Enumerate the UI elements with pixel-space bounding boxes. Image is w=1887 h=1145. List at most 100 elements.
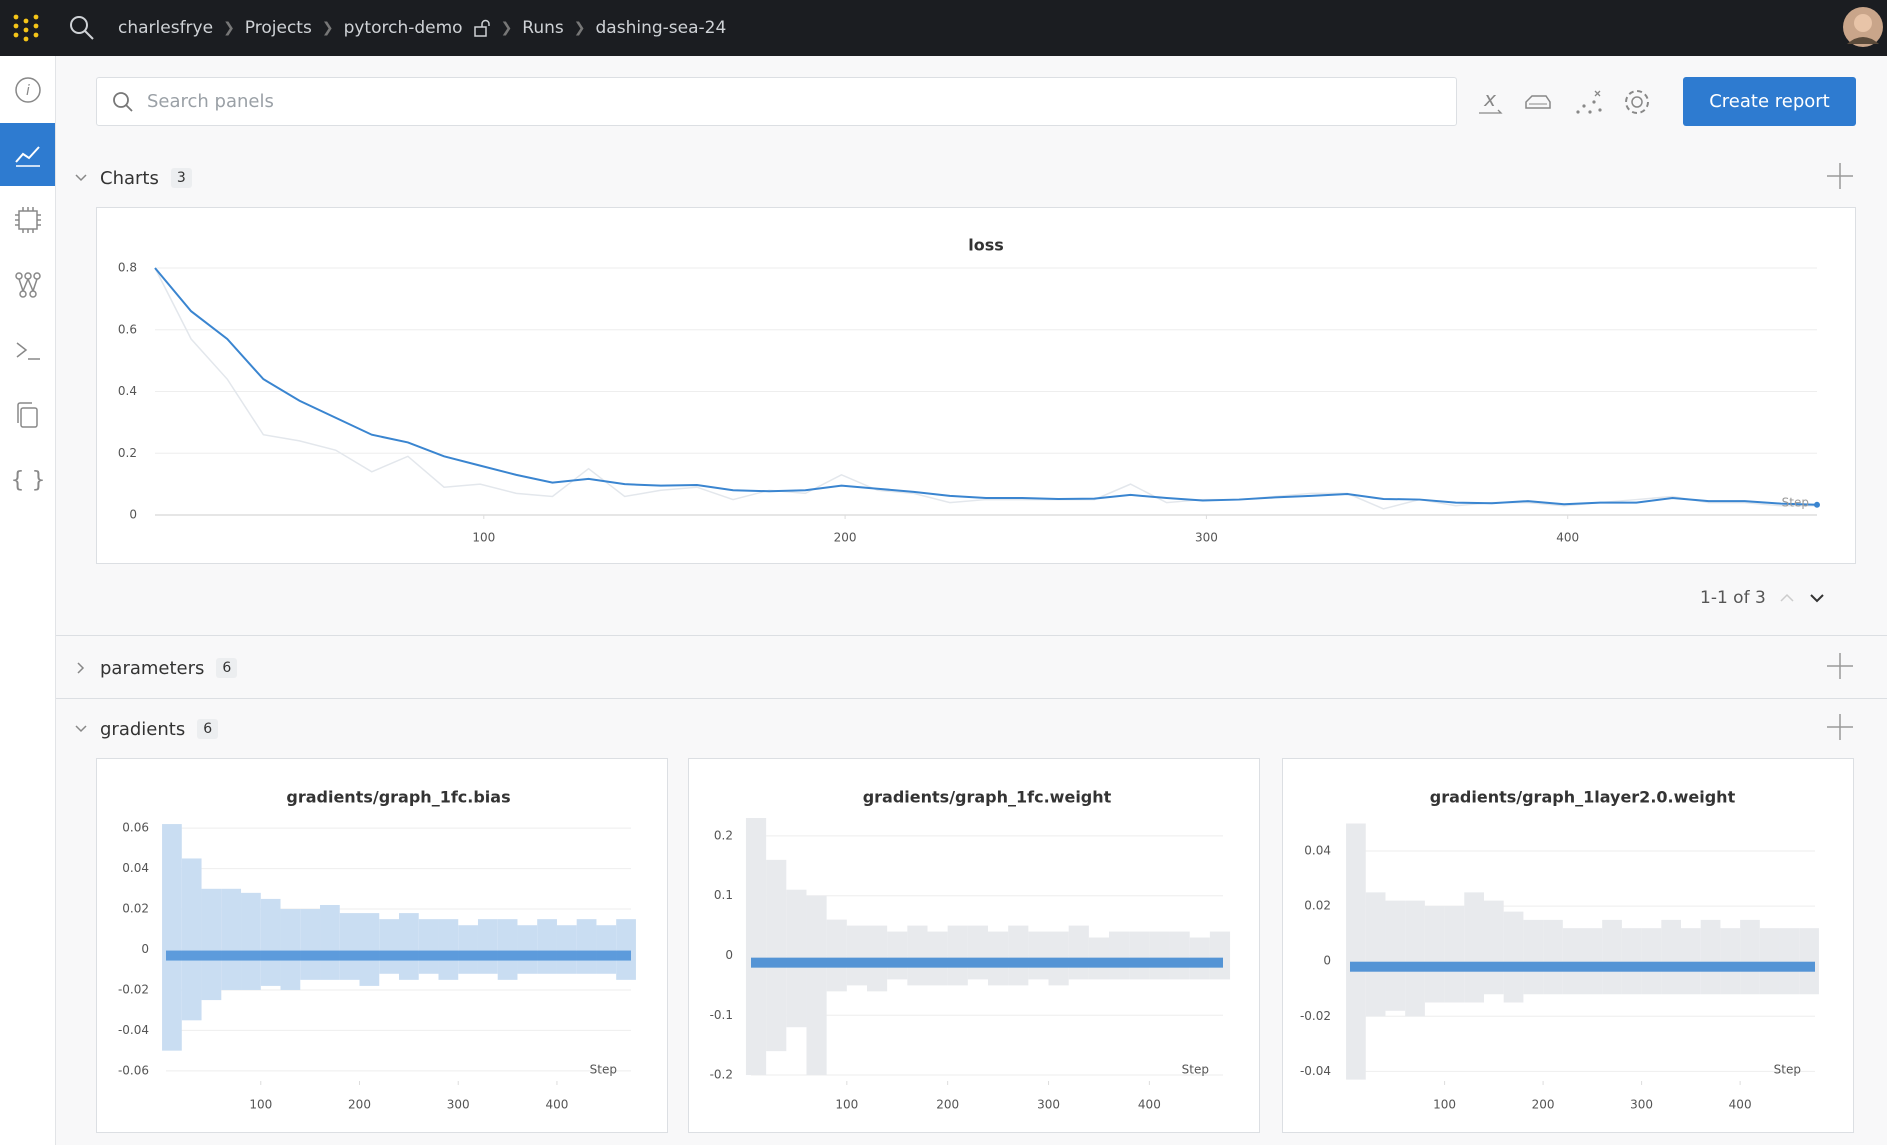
y-tick-label: 0.04	[122, 861, 149, 875]
logs-tab[interactable]	[0, 318, 55, 381]
lock-icon	[473, 19, 490, 37]
breadcrumb[interactable]: Runs	[522, 18, 564, 38]
histogram-column	[438, 919, 459, 980]
model-tab[interactable]	[0, 253, 55, 316]
section-header[interactable]: gradients 6	[74, 714, 219, 744]
histogram-column	[1129, 931, 1150, 980]
histogram-column	[745, 818, 767, 1076]
breadcrumb[interactable]: Projects	[244, 18, 312, 38]
chart-title: gradients/graph_1fc.weight	[863, 788, 1112, 807]
add-panel[interactable]	[1826, 162, 1854, 190]
histogram-column	[339, 913, 360, 980]
x-tick-label: 200	[348, 1098, 371, 1112]
histogram-column	[1779, 928, 1800, 995]
section-title: gradients	[100, 718, 186, 740]
separator: ❯	[500, 20, 513, 36]
chart: gradients/graph_1fc.bias -0.06 -0.04 -0.02 0…	[118, 788, 636, 1112]
breadcrumb[interactable]: pytorch-demo	[343, 18, 463, 38]
histogram-column	[1169, 931, 1190, 980]
histogram-column	[398, 913, 419, 980]
separator: ❯	[223, 20, 235, 36]
y-tick-label: -0.02	[1300, 1009, 1331, 1023]
section-header[interactable]: parameters 6	[74, 653, 238, 683]
histogram-column	[806, 895, 827, 1076]
create-report-button[interactable]: Create report	[1683, 77, 1856, 126]
y-tick-label: -0.04	[1300, 1064, 1331, 1078]
page-up[interactable]	[1778, 589, 1796, 607]
center-band	[1350, 961, 1815, 972]
logo	[13, 14, 39, 42]
section-title: parameters	[100, 657, 205, 679]
chart-title: gradients/graph_1fc.bias	[286, 788, 510, 807]
x-axis-label: Step	[1782, 495, 1809, 509]
histogram-column	[181, 858, 202, 1021]
breadcrumb[interactable]: charlesfrye	[118, 18, 214, 38]
x-tick-label: 200	[936, 1098, 959, 1112]
page-down[interactable]	[1808, 589, 1826, 607]
histogram-column	[1503, 911, 1524, 1003]
y-tick-label: -0.02	[118, 982, 149, 996]
histogram-column	[616, 919, 636, 980]
toolbar-icons[interactable]: x	[1476, 86, 1666, 118]
histogram-column	[967, 925, 989, 980]
top-bar: charlesfrye ❯ Projects ❯ pytorch-demo ❯ Ru…	[0, 0, 1887, 56]
section-count: 3	[170, 168, 192, 188]
x-tick-label: 100	[249, 1098, 272, 1112]
histogram-column	[241, 892, 261, 990]
section-header[interactable]: Charts 3	[74, 163, 192, 193]
histogram-column	[846, 925, 867, 986]
histogram-column	[1602, 919, 1622, 995]
svg-text:{ }: { }	[13, 468, 43, 493]
histogram-column	[1720, 928, 1741, 995]
chart-panel: gradients/graph_1layer2.0.weight -0.04 -0.…	[1282, 758, 1854, 1133]
add-panel[interactable]	[1826, 652, 1854, 680]
breadcrumb[interactable]: dashing-sea-24	[595, 18, 727, 38]
x-tick-label: 300	[447, 1098, 470, 1112]
histogram-column	[537, 919, 557, 974]
files-tab[interactable]	[0, 383, 55, 446]
histogram-column	[1068, 925, 1089, 980]
x-tick-label: 100	[472, 531, 495, 545]
chart-panel: gradients/graph_1fc.weight -0.2 -0.1 0 0.1 0.…	[688, 758, 1260, 1133]
add-panel[interactable]	[1826, 713, 1854, 741]
histogram-column	[1681, 928, 1701, 995]
charts-tab[interactable]	[0, 123, 55, 186]
histogram-column	[1759, 928, 1780, 995]
y-tick-label: 0.2	[118, 446, 137, 460]
histogram-column	[418, 919, 439, 974]
histogram-column	[477, 919, 498, 974]
search-box[interactable]: Search panels	[96, 77, 1457, 126]
artifacts-tab[interactable]: { }	[0, 448, 55, 511]
end-marker	[1814, 501, 1820, 508]
histogram-column	[458, 925, 478, 974]
histogram-column	[1464, 892, 1484, 1003]
histogram-column	[162, 824, 182, 1051]
x-tick-label: 200	[834, 531, 857, 545]
y-tick-label: 0	[725, 948, 733, 962]
info-tab[interactable]: i	[0, 58, 55, 121]
y-tick-label: 0.6	[118, 322, 137, 336]
search-icon[interactable]	[68, 14, 96, 42]
search-placeholder: Search panels	[147, 91, 274, 112]
divider	[56, 635, 1887, 636]
avatar[interactable]	[1842, 6, 1884, 48]
system-tab[interactable]	[0, 188, 55, 251]
histogram-column	[1799, 928, 1819, 995]
histogram-column	[379, 919, 399, 974]
x-tick-label: 400	[1556, 531, 1579, 545]
chart-title: loss	[968, 236, 1004, 255]
svg-text:x: x	[1483, 87, 1496, 111]
center-band	[166, 950, 631, 961]
histogram-column	[1028, 931, 1049, 980]
histogram-column	[280, 909, 301, 990]
histogram-column	[1109, 931, 1130, 980]
sidebar: i { }	[0, 56, 56, 1145]
histogram-column	[596, 925, 617, 974]
loss-line	[154, 267, 1817, 510]
divider	[56, 698, 1887, 699]
histogram-column	[1621, 928, 1642, 995]
histogram-column	[556, 925, 577, 974]
histogram-column	[1405, 900, 1425, 1017]
